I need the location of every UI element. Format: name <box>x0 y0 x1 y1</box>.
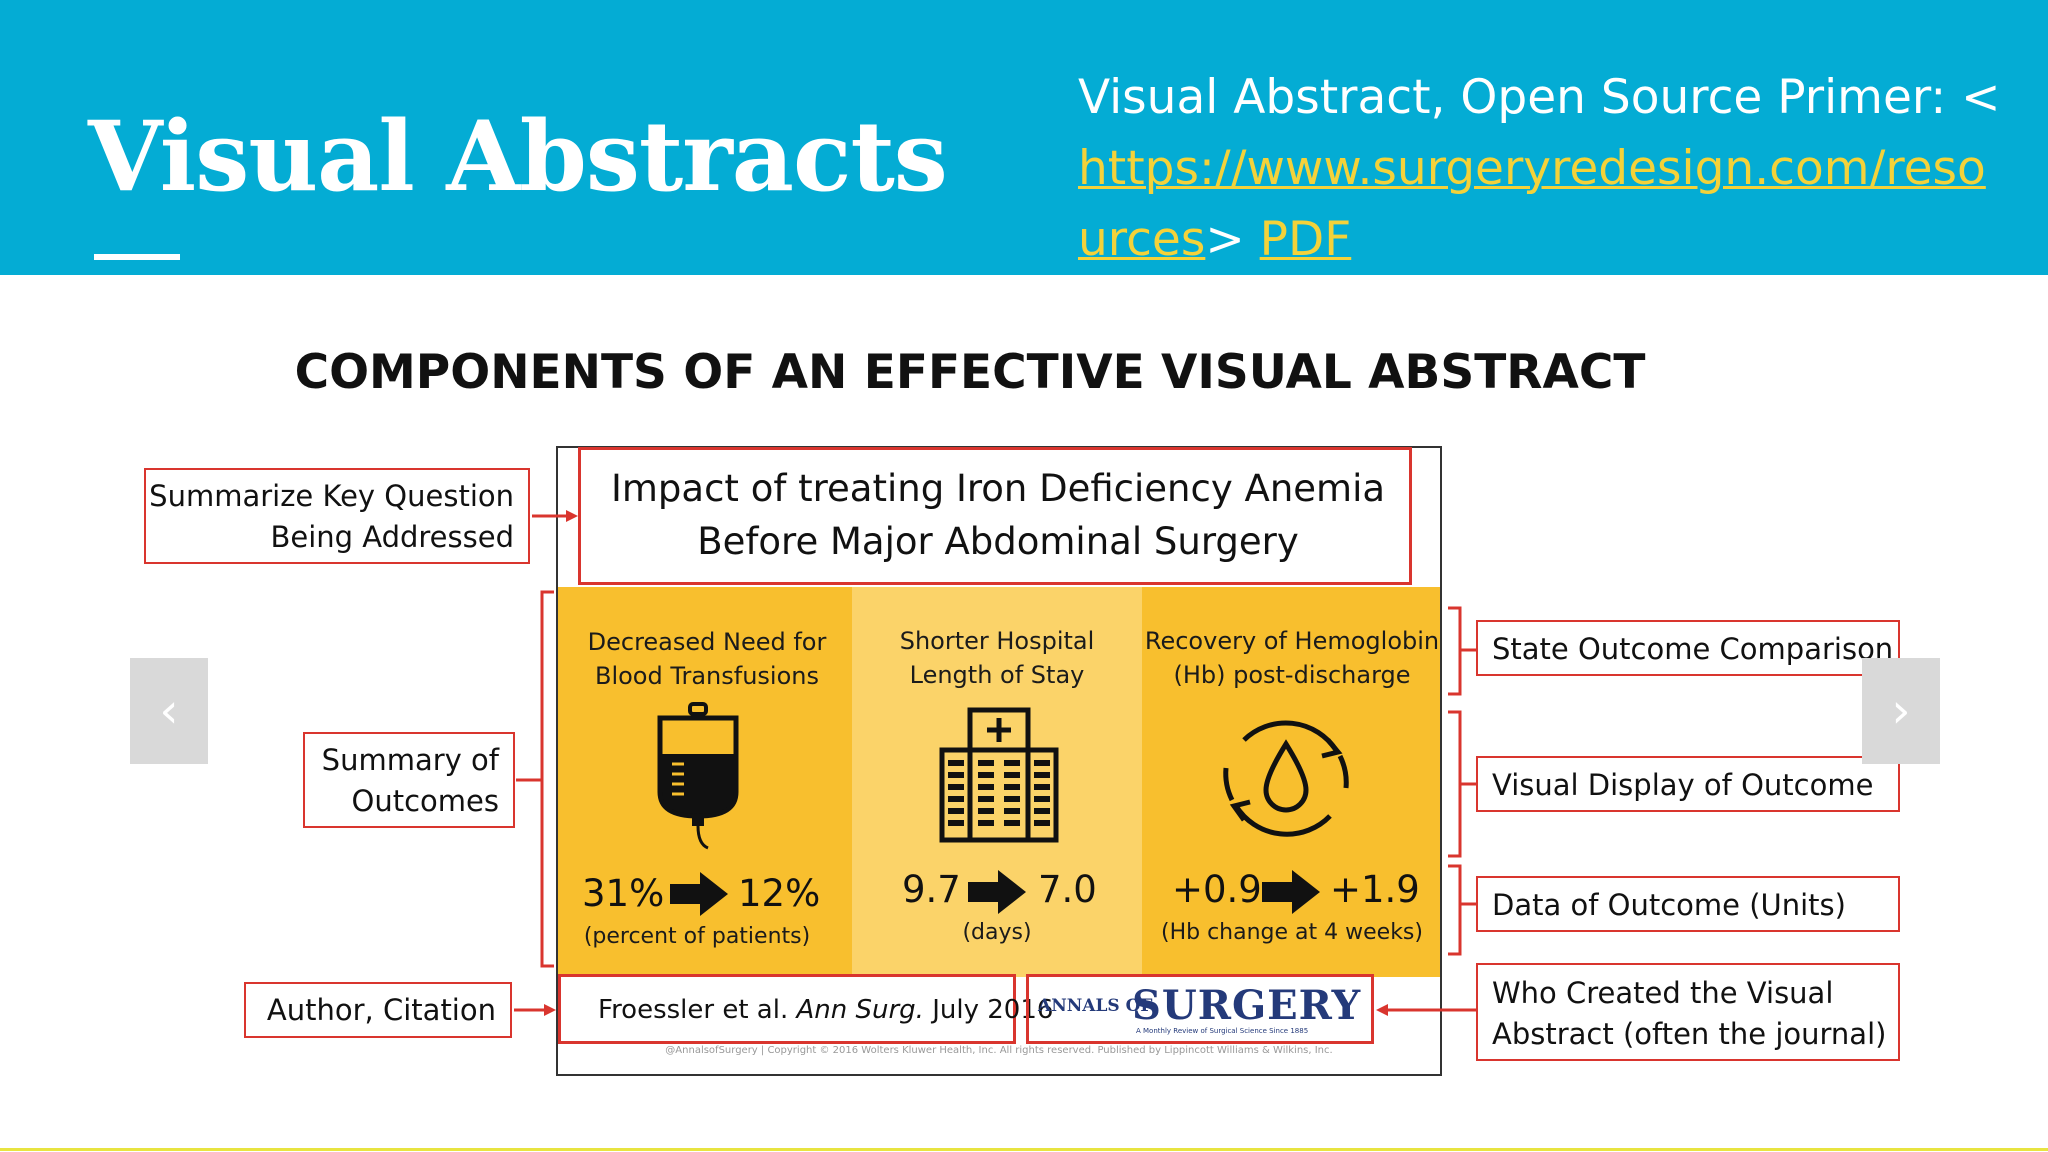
blood-drop-cycle-icon <box>1223 720 1349 837</box>
journal-tagline: A Monthly Review of Surgical Science Sin… <box>1136 1027 1309 1035</box>
question-text: Impact of treating Iron Deficiency Anemi… <box>610 467 1386 563</box>
label-creator: Who Created the Visual Abstract (often t… <box>1476 963 1900 1061</box>
arrow-right-icon <box>968 870 1026 914</box>
stat-after-transfusions: 12% <box>738 872 821 915</box>
unit-transfusions: (percent of patients) <box>583 924 811 949</box>
stat-before-hemoglobin: +0.9 <box>1172 868 1262 911</box>
stat-after-stay: 7.0 <box>1038 868 1097 911</box>
question-box <box>578 447 1412 585</box>
unit-hemoglobin: (Hb change at 4 weeks) <box>1161 920 1423 945</box>
slide-title: Visual Abstracts <box>88 100 948 213</box>
title-underline <box>94 254 180 260</box>
stat-before-stay: 9.7 <box>902 868 961 911</box>
citation-journal: Ann Surg. <box>796 995 924 1025</box>
column-heading-transfusions: Decreased Need for Blood Transfusions <box>587 628 827 690</box>
reference-text: Visual Abstract, Open Source Primer: < ht… <box>1078 62 2008 275</box>
column-heading-stay: Shorter Hospital Length of Stay <box>899 627 1095 689</box>
citation-box <box>558 974 1016 1044</box>
reference-prefix: Visual Abstract, Open Source Primer: < <box>1078 70 2001 125</box>
label-visual-display: Visual Display of Outcome <box>1476 756 1900 812</box>
citation-date: July 2016 <box>923 995 1054 1025</box>
label-key-question: Summarize Key Question Being Addressed <box>144 468 530 564</box>
footer-line <box>0 1148 2048 1151</box>
column-heading-hemoglobin: Recovery of Hemoglobin (Hb) post-dischar… <box>1144 627 1440 689</box>
arrow-right-icon <box>1262 870 1320 914</box>
prev-slide-button[interactable]: ‹ <box>130 658 208 764</box>
reference-mid: > <box>1205 212 1260 267</box>
stat-after-hemoglobin: +1.9 <box>1330 868 1420 911</box>
label-author: Author, Citation <box>244 982 512 1038</box>
pdf-link[interactable]: PDF <box>1259 212 1352 267</box>
reference-link[interactable]: https://www.surgeryredesign.com/resource… <box>1078 141 1986 267</box>
label-outcome-comparison: State Outcome Comparison <box>1476 620 1900 676</box>
hospital-icon <box>939 707 1059 843</box>
label-data-units: Data of Outcome (Units) <box>1476 876 1900 932</box>
citation-authors: Froessler et al. <box>598 995 797 1025</box>
journal-prefix: ANNALS OF <box>1038 996 1153 1016</box>
journal-name: SURGERY <box>1132 982 1362 1029</box>
copyright-text: @AnnalsofSurgery | Copyright © 2016 Wolt… <box>665 1045 1333 1056</box>
unit-stay: (days) <box>962 920 1032 945</box>
label-summary: Summary of Outcomes <box>303 732 515 828</box>
outcome-middle-column <box>852 587 1142 977</box>
header-bar <box>0 0 2048 275</box>
citation-text: Froessler et al. Ann Surg. July 2016 <box>598 995 1053 1025</box>
next-slide-button[interactable]: › <box>1862 658 1940 764</box>
figure-title: COMPONENTS OF AN EFFECTIVE VISUAL ABSTRA… <box>294 345 1646 400</box>
arrow-right-icon <box>670 872 728 916</box>
iv-bag-icon <box>657 702 739 850</box>
journal-box <box>1026 974 1374 1044</box>
stat-before-transfusions: 31% <box>582 872 665 915</box>
